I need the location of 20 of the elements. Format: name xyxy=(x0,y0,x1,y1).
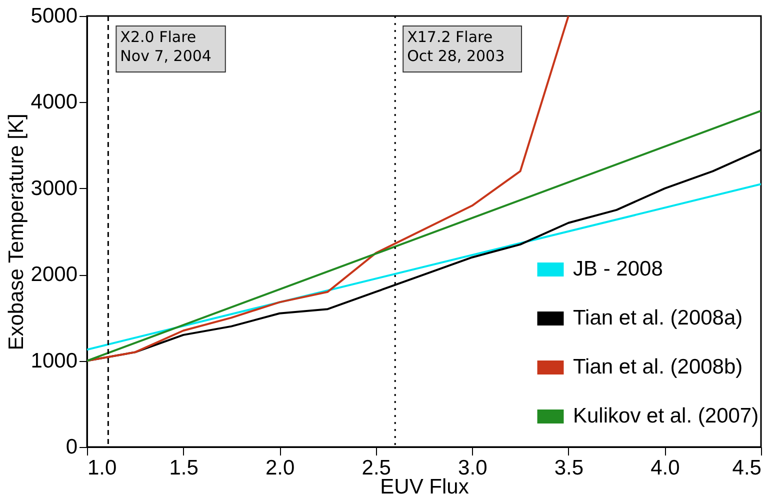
y-tick-label: 0 xyxy=(66,436,78,458)
y-tick-label: 2000 xyxy=(30,263,78,286)
y-tick-label: 1000 xyxy=(30,349,78,372)
legend-label: Kulikov et al. (2007) xyxy=(573,404,759,428)
legend-label: Tian et al. (2008a) xyxy=(573,306,743,330)
y-tick-label: 4000 xyxy=(30,90,78,114)
ref-line-label: X2.0 Flare Nov 7, 2004 xyxy=(120,28,212,65)
x-tick-label: 4.0 xyxy=(650,456,680,480)
y-tick-label: 3000 xyxy=(30,176,78,200)
legend-label: JB - 2008 xyxy=(573,258,663,280)
x-tick-label: 3.5 xyxy=(554,456,584,480)
x-tick-label: 4.5 xyxy=(732,456,762,480)
y-tick-label: 5000 xyxy=(30,4,78,28)
line-series xyxy=(87,16,570,362)
x-tick-label: 2.0 xyxy=(265,456,295,480)
x-tick-label: 1.0 xyxy=(88,456,117,480)
x-tick-label: 1.5 xyxy=(169,456,198,480)
ref-line-label: X17.2 Flare Oct 28, 2003 xyxy=(407,28,505,65)
y-axis-title: Exobase Temperature [K] xyxy=(4,114,28,350)
legend-label: Tian et al. (2008b) xyxy=(573,356,743,378)
